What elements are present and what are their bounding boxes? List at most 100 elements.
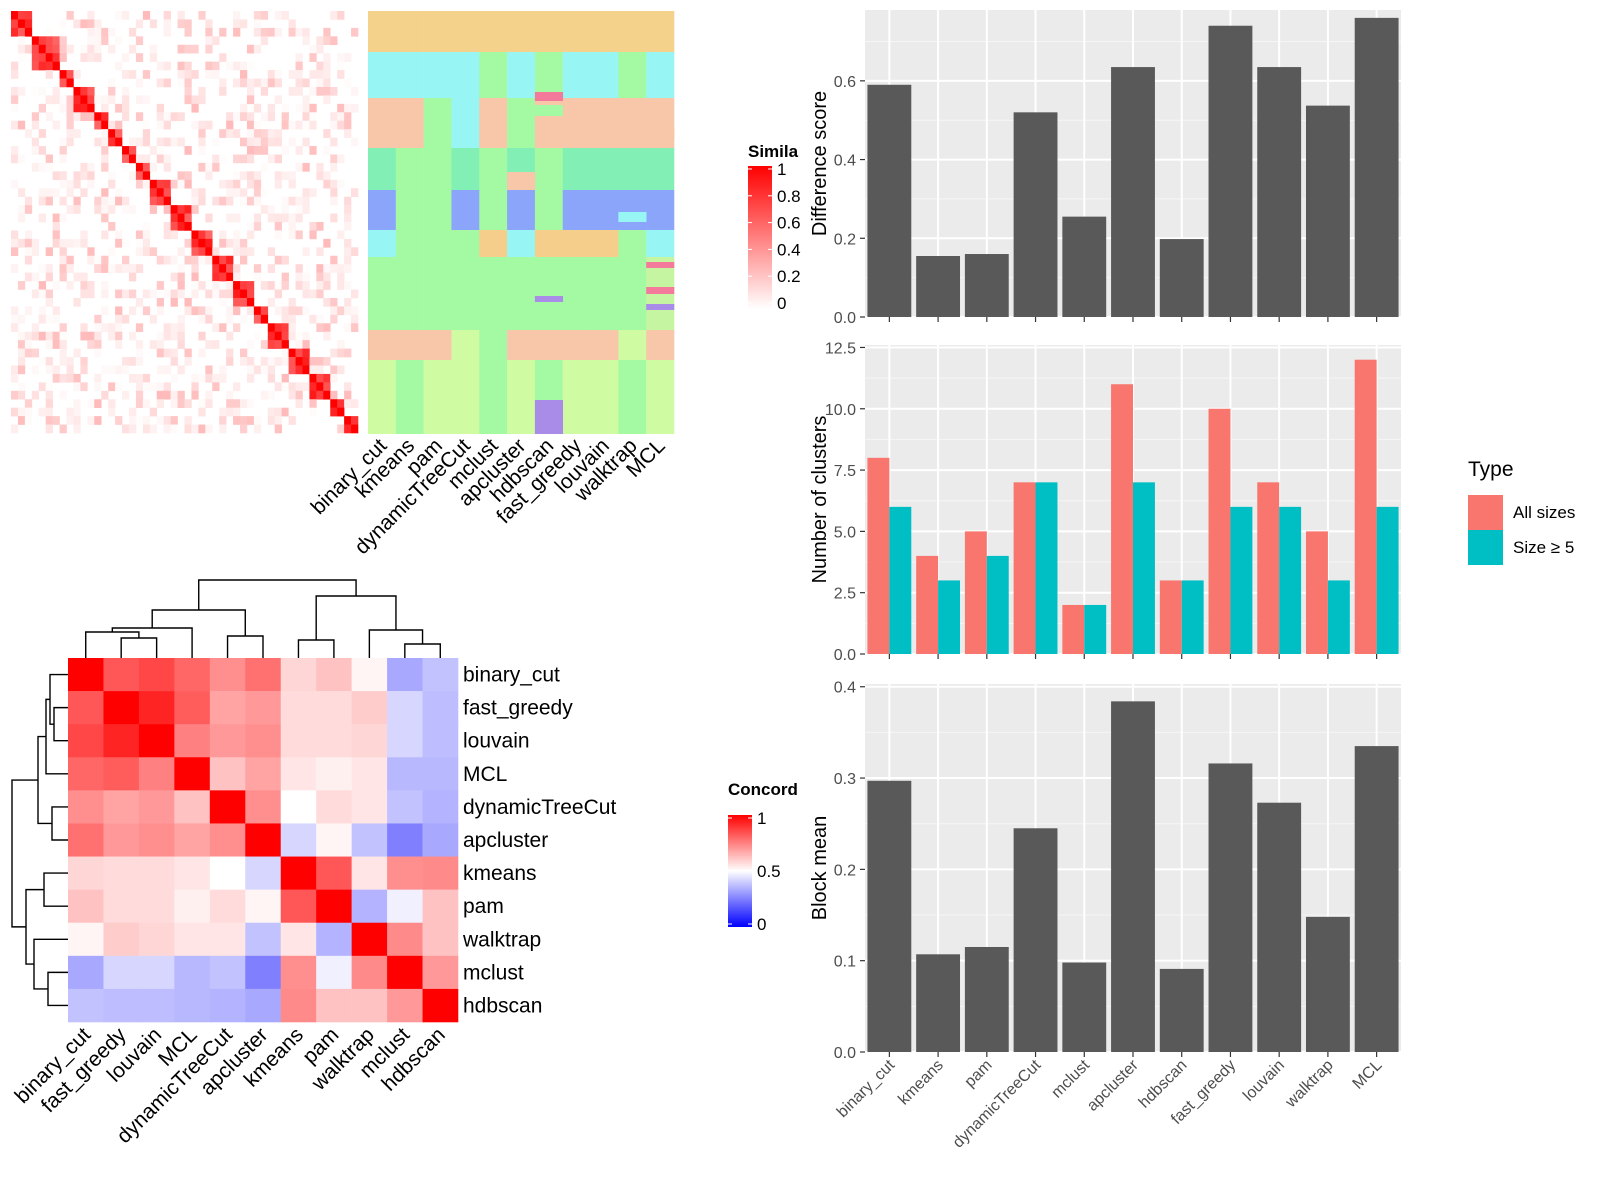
concordance-cell: [138, 922, 175, 957]
similarity-cell: [115, 264, 123, 273]
similarity-cell: [323, 264, 331, 273]
similarity-cell: [274, 213, 282, 223]
similarity-cell: [212, 289, 220, 299]
similarity-cell: [184, 27, 192, 37]
concordance-row-label: dynamicTreeCut: [463, 796, 616, 819]
similarity-cell: [66, 281, 74, 290]
similarity-cell: [163, 196, 171, 206]
similarity-cell: [31, 272, 40, 282]
similarity-cell: [101, 36, 109, 46]
similarity-cell: [135, 297, 144, 307]
similarity-cell: [163, 112, 171, 122]
cluster-cell: [368, 330, 397, 360]
similarity-cell: [115, 416, 123, 425]
cluster-cell: [562, 230, 591, 257]
similarity-cell: [240, 255, 248, 265]
similarity-cell: [156, 382, 164, 392]
similarity-cell: [240, 171, 248, 181]
similarity-cell: [73, 129, 81, 138]
similarity-cell: [59, 357, 67, 366]
similarity-cell: [260, 146, 269, 155]
similarity-cell: [288, 390, 296, 400]
similarity-cell: [260, 314, 269, 324]
similarity-cell: [73, 382, 81, 392]
similarity-cell: [267, 264, 276, 273]
cluster-cell: [423, 52, 452, 98]
similarity-cell: [31, 331, 40, 341]
similarity-cell: [108, 86, 116, 96]
similarity-cell: [135, 340, 144, 349]
similarity-cell: [184, 205, 192, 214]
similarity-cell: [330, 314, 338, 324]
similarity-cell: [233, 112, 241, 122]
similarity-cell: [205, 289, 213, 299]
similarity-cell: [246, 357, 255, 366]
similarity-cell: [260, 129, 269, 138]
similarity-cell: [73, 112, 81, 122]
similarity-cell: [11, 103, 19, 113]
similarity-cell: [115, 382, 123, 392]
similarity-cell: [108, 399, 116, 408]
cluster-cell: [507, 11, 536, 52]
similarity-cell: [302, 272, 310, 282]
similarity-cell: [191, 289, 199, 299]
similarity-cell: [184, 19, 192, 29]
similarity-cell: [66, 365, 74, 375]
row-dendrogram: [11, 673, 68, 1007]
similarity-cell: [246, 399, 255, 408]
concordance-cell: [387, 889, 423, 924]
cluster-cell-accent: [534, 400, 564, 434]
similarity-cell: [295, 86, 303, 96]
similarity-cell: [240, 112, 248, 122]
similarity-cell: [267, 247, 276, 257]
similarity-cell: [66, 407, 74, 417]
similarity-cell: [260, 86, 269, 96]
similarity-cell: [281, 348, 289, 358]
similarity-cell: [198, 86, 206, 96]
similarity-cell: [59, 44, 67, 54]
concordance-cell: [68, 724, 104, 758]
cluster-cell-accent: [646, 287, 675, 294]
similarity-cell: [135, 19, 144, 29]
similarity-cell: [226, 331, 234, 341]
similarity-cell: [17, 390, 26, 400]
similarity-cell: [226, 196, 234, 206]
similarity-cell: [59, 70, 67, 79]
similarity-cell: [191, 70, 199, 79]
concordance-row-label: binary_cut: [463, 664, 560, 687]
similarity-cell: [11, 19, 19, 29]
similarity-cell: [253, 11, 262, 20]
concordance-cell: [351, 823, 388, 857]
bar-block-mean: [867, 780, 912, 1052]
similarity-cell: [177, 289, 185, 299]
similarity-cell: [177, 112, 185, 122]
similarity-cell: [11, 230, 19, 240]
similarity-cell: [233, 281, 241, 290]
similarity-cell: [288, 179, 296, 189]
similarity-cell: [344, 281, 352, 290]
similarity-cell: [149, 382, 158, 392]
similarity-cell: [135, 247, 144, 257]
similarity-cell: [316, 373, 324, 383]
concordance-cell: [138, 823, 175, 857]
similarity-cell: [11, 306, 19, 316]
similarity-cell: [316, 272, 324, 282]
similarity-cell: [80, 19, 88, 29]
similarity-cell: [260, 27, 269, 37]
similarity-cell: [288, 171, 296, 181]
similarity-cell: [212, 247, 220, 257]
similarity-cell: [351, 137, 359, 147]
similarity-cell: [246, 306, 255, 316]
similarity-cell: [295, 230, 303, 240]
similarity-cell: [226, 272, 234, 282]
similarity-cell: [246, 416, 255, 425]
similarity-cell: [73, 424, 81, 434]
similarity-cell: [309, 407, 317, 417]
similarity-cell: [219, 373, 227, 383]
similarity-cell: [38, 188, 46, 197]
similarity-cell: [11, 11, 19, 20]
cluster-cell: [451, 190, 480, 230]
similarity-cell: [344, 382, 352, 392]
similarity-cell: [316, 171, 324, 181]
cluster-cell: [507, 360, 536, 434]
